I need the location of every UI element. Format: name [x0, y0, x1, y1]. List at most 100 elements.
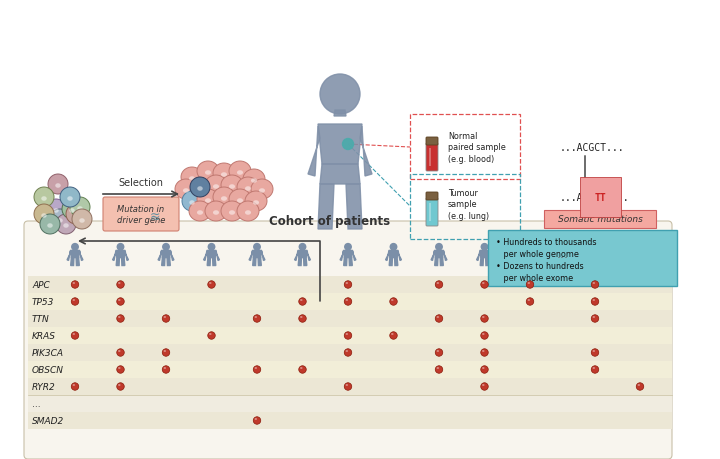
Text: ≋: ≋: [150, 210, 161, 223]
Ellipse shape: [346, 282, 348, 285]
Polygon shape: [258, 258, 261, 266]
Bar: [28, 327, 672, 344]
Ellipse shape: [41, 197, 47, 202]
Polygon shape: [167, 258, 171, 266]
Ellipse shape: [243, 170, 265, 190]
Polygon shape: [440, 258, 444, 266]
FancyBboxPatch shape: [429, 203, 431, 222]
Ellipse shape: [481, 281, 488, 289]
Ellipse shape: [46, 200, 66, 219]
Ellipse shape: [255, 316, 257, 318]
Circle shape: [72, 244, 78, 251]
Polygon shape: [162, 258, 165, 266]
Ellipse shape: [251, 179, 257, 183]
Ellipse shape: [436, 349, 443, 357]
Ellipse shape: [163, 316, 166, 318]
Ellipse shape: [163, 367, 166, 369]
Polygon shape: [477, 252, 480, 261]
FancyBboxPatch shape: [426, 193, 438, 201]
Ellipse shape: [205, 176, 227, 196]
Ellipse shape: [56, 214, 76, 235]
Text: Normal
paired sample
(e.g. blood): Normal paired sample (e.g. blood): [448, 132, 505, 163]
Text: KRAS: KRAS: [32, 331, 56, 340]
FancyBboxPatch shape: [544, 211, 656, 229]
Polygon shape: [67, 252, 71, 261]
Text: RYR2: RYR2: [32, 382, 55, 391]
Text: Tumour
sample
(e.g. lung): Tumour sample (e.g. lung): [448, 189, 489, 220]
Ellipse shape: [390, 298, 397, 306]
Ellipse shape: [72, 210, 92, 230]
Ellipse shape: [229, 211, 235, 215]
Ellipse shape: [481, 366, 488, 374]
Polygon shape: [116, 258, 120, 266]
Ellipse shape: [62, 200, 82, 219]
Bar: [28, 310, 672, 327]
Polygon shape: [71, 258, 74, 266]
Ellipse shape: [163, 350, 166, 352]
Ellipse shape: [213, 185, 219, 189]
Ellipse shape: [175, 179, 197, 200]
Ellipse shape: [79, 219, 85, 223]
Circle shape: [208, 244, 215, 251]
Polygon shape: [80, 252, 83, 261]
Polygon shape: [531, 258, 534, 266]
Text: ...ACG: ...ACG: [560, 193, 595, 202]
Ellipse shape: [118, 367, 120, 369]
Text: SMAD2: SMAD2: [32, 416, 64, 425]
Ellipse shape: [482, 333, 485, 335]
Text: OBSCN: OBSCN: [32, 365, 64, 374]
Ellipse shape: [48, 174, 68, 195]
Ellipse shape: [118, 299, 120, 302]
Text: ...: ...: [557, 248, 569, 261]
Polygon shape: [480, 251, 489, 258]
Ellipse shape: [593, 367, 595, 369]
Ellipse shape: [73, 333, 75, 335]
Ellipse shape: [346, 333, 348, 335]
Polygon shape: [526, 251, 535, 258]
Ellipse shape: [344, 332, 352, 340]
Ellipse shape: [197, 162, 219, 182]
Ellipse shape: [117, 315, 125, 323]
Circle shape: [253, 244, 260, 251]
Ellipse shape: [593, 350, 595, 352]
Polygon shape: [431, 252, 434, 261]
Ellipse shape: [255, 418, 257, 420]
Polygon shape: [590, 251, 600, 258]
Circle shape: [436, 244, 442, 251]
Ellipse shape: [117, 281, 125, 289]
Circle shape: [320, 75, 360, 115]
Ellipse shape: [528, 299, 530, 302]
Ellipse shape: [591, 349, 599, 357]
Polygon shape: [298, 258, 302, 266]
Ellipse shape: [208, 281, 215, 289]
FancyBboxPatch shape: [426, 144, 438, 172]
Text: PIK3CA: PIK3CA: [32, 348, 64, 357]
Polygon shape: [635, 251, 644, 258]
Polygon shape: [212, 258, 216, 266]
Polygon shape: [489, 252, 492, 261]
Polygon shape: [158, 252, 161, 261]
Polygon shape: [435, 258, 438, 266]
Polygon shape: [434, 251, 444, 258]
Ellipse shape: [208, 332, 215, 340]
Circle shape: [390, 244, 397, 251]
Ellipse shape: [436, 282, 439, 285]
Polygon shape: [308, 127, 320, 177]
Ellipse shape: [55, 184, 60, 188]
Ellipse shape: [71, 281, 78, 289]
Ellipse shape: [299, 298, 306, 306]
FancyBboxPatch shape: [426, 138, 438, 146]
Ellipse shape: [209, 282, 212, 285]
Polygon shape: [590, 258, 594, 266]
Ellipse shape: [189, 177, 195, 181]
Polygon shape: [343, 258, 347, 266]
Polygon shape: [641, 258, 644, 266]
Ellipse shape: [346, 384, 348, 386]
Ellipse shape: [190, 178, 210, 197]
Ellipse shape: [482, 350, 485, 352]
Text: TP53: TP53: [32, 297, 55, 306]
FancyBboxPatch shape: [103, 197, 179, 231]
Ellipse shape: [436, 315, 443, 323]
Ellipse shape: [259, 189, 265, 193]
Polygon shape: [216, 252, 220, 261]
